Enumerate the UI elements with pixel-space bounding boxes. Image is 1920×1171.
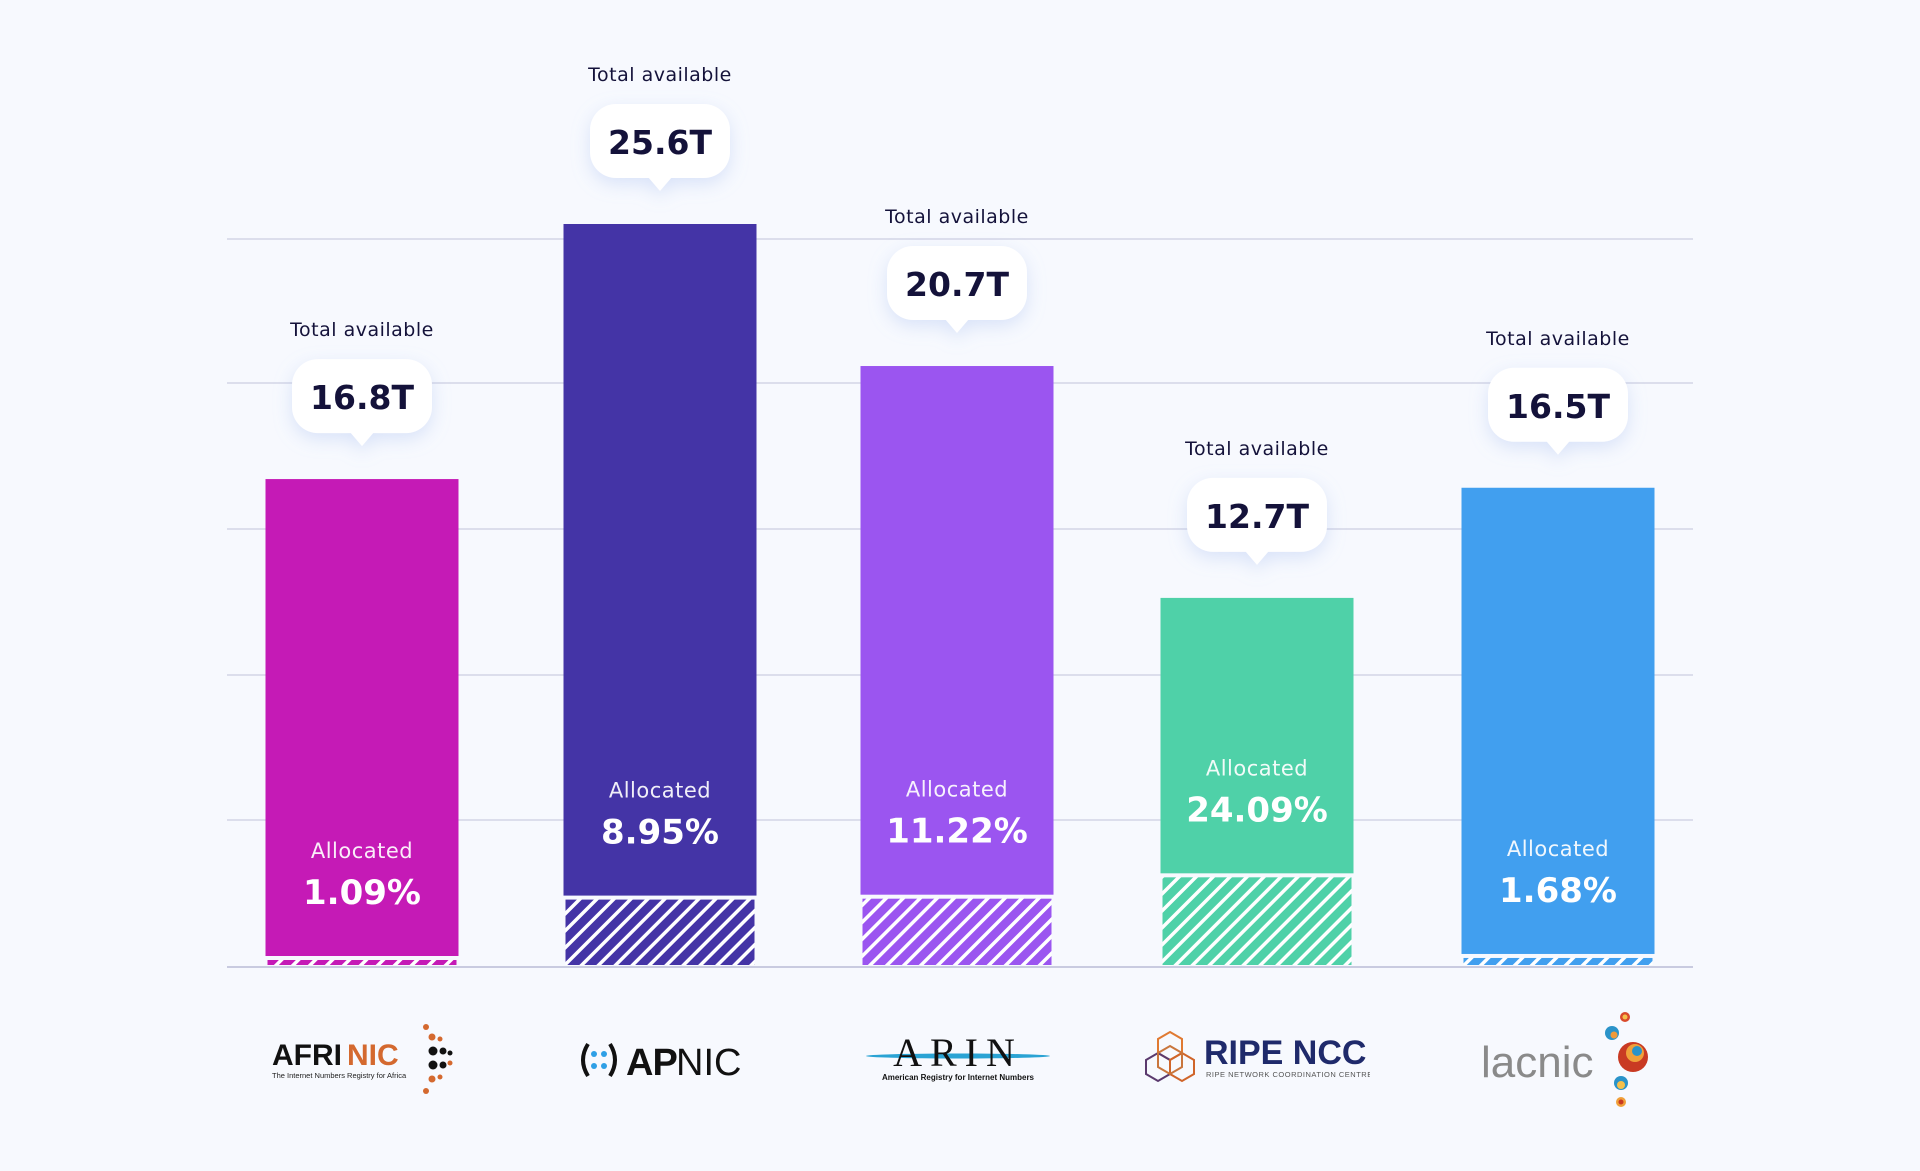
allocated-percent-label: 24.09%	[1186, 790, 1328, 830]
bar-total-afrinic	[265, 479, 459, 956]
total-bubble-afrinic	[292, 359, 432, 447]
logo-arin: ARIN American Registry for Internet Numb…	[858, 1005, 1058, 1115]
total-bubble-lacnic	[1488, 367, 1628, 455]
logo-apnic: AP NIC	[570, 1005, 750, 1115]
bar-total-arin	[860, 366, 1054, 895]
total-available-label: Total available	[289, 319, 434, 341]
afrinic-wordmark-a: AFRI	[272, 1039, 342, 1072]
logo-lacnic: lacnic	[1475, 1005, 1655, 1115]
total-value-label: 12.7T	[1205, 497, 1309, 536]
afrinic-dots-icon	[423, 1024, 453, 1094]
total-available-label: Total available	[587, 64, 732, 86]
labels: 16.8T Total available Allocated 1.09% 25.6T T…	[289, 64, 1630, 913]
bar-allocated-lacnic	[1463, 957, 1653, 965]
lacnic-circles-icon	[1605, 1012, 1648, 1107]
allocated-percent-label: 1.09%	[303, 873, 421, 913]
ripe-tagline: RIPE NETWORK COORDINATION CENTRE	[1206, 1070, 1370, 1079]
total-available-label: Total available	[1485, 328, 1630, 350]
total-available-label: Total available	[1184, 438, 1329, 460]
total-value-label: 16.5T	[1506, 387, 1610, 426]
allocated-label: Allocated	[609, 779, 711, 803]
allocated-percent-label: 11.22%	[886, 812, 1028, 852]
logo-afrinic: AFRI NIC The Internet Numbers Registry f…	[262, 1005, 462, 1115]
total-value-label: 20.7T	[905, 265, 1009, 304]
bar-total-apnic	[563, 224, 757, 896]
bar-allocated-apnic	[565, 899, 755, 965]
lacnic-wordmark: lacnic	[1481, 1038, 1594, 1087]
logo-ripe-ncc: RIPE NCC RIPE NETWORK COORDINATION CENTR…	[1140, 1005, 1370, 1115]
apnic-brackets-icon	[581, 1042, 617, 1078]
total-bubble-apnic	[590, 104, 730, 191]
ripe-hexagons-icon	[1145, 1030, 1195, 1083]
apnic-wordmark-a: AP	[626, 1042, 677, 1084]
allocated-label: Allocated	[1507, 837, 1609, 861]
bar-allocated-arin	[862, 898, 1052, 965]
bar-total-lacnic	[1461, 487, 1655, 954]
total-value-label: 25.6T	[608, 123, 712, 162]
bar-allocated-afrinic	[267, 960, 457, 965]
allocated-label: Allocated	[311, 839, 413, 863]
bars	[265, 224, 1655, 965]
total-bubble-arin	[887, 246, 1027, 334]
total-value-label: 16.8T	[310, 378, 414, 417]
afrinic-tagline: The Internet Numbers Registry for Africa	[272, 1071, 407, 1080]
allocated-label: Allocated	[1206, 756, 1308, 780]
bar-allocated-ripe-ncc	[1162, 877, 1352, 965]
allocated-label: Allocated	[906, 778, 1008, 802]
ripe-wordmark: RIPE NCC	[1204, 1034, 1366, 1072]
bar-total-ripe-ncc	[1160, 597, 1354, 874]
arin-tagline: American Registry for Internet Numbers	[882, 1073, 1035, 1082]
apnic-wordmark-b: NIC	[676, 1042, 741, 1084]
allocated-percent-label: 1.68%	[1499, 871, 1617, 911]
total-bubble-ripe-ncc	[1187, 477, 1327, 565]
arin-wordmark: ARIN	[893, 1030, 1023, 1075]
total-available-label: Total available	[884, 206, 1029, 228]
arin-swoosh-icon	[866, 1053, 1050, 1059]
afrinic-wordmark-b: NIC	[347, 1039, 399, 1072]
allocated-percent-label: 8.95%	[601, 813, 719, 853]
